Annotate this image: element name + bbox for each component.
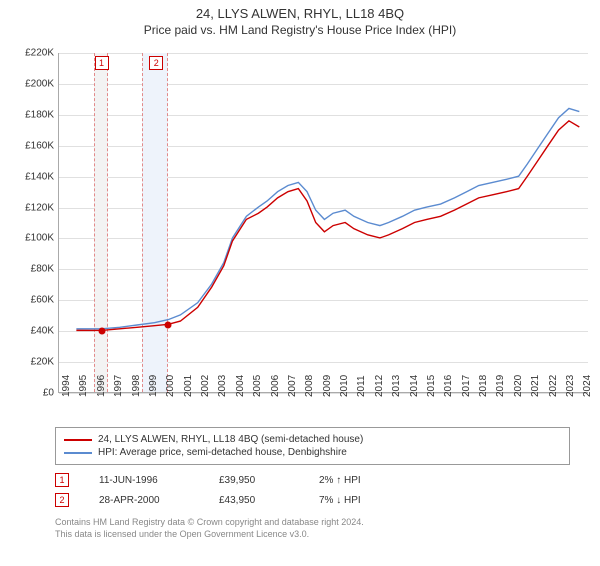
- sale-marker: 1: [55, 473, 69, 487]
- x-axis-label: 2024: [582, 375, 593, 397]
- chart-title: 24, LLYS ALWEN, RHYL, LL18 4BQ: [0, 6, 600, 21]
- legend-label-price: 24, LLYS ALWEN, RHYL, LL18 4BQ (semi-det…: [98, 434, 363, 445]
- x-axis-label: 2002: [200, 375, 211, 397]
- chart-subtitle: Price paid vs. HM Land Registry's House …: [0, 23, 600, 37]
- sale-dot: [165, 322, 172, 329]
- x-axis-label: 2000: [165, 375, 176, 397]
- x-axis-label: 2005: [252, 375, 263, 397]
- x-axis-label: 2018: [478, 375, 489, 397]
- sale-date: 11-JUN-1996: [99, 475, 189, 486]
- plot-area: 12: [58, 53, 588, 393]
- legend-item-price: 24, LLYS ALWEN, RHYL, LL18 4BQ (semi-det…: [64, 434, 561, 445]
- y-axis-label: £180K: [0, 109, 54, 120]
- x-axis-label: 2014: [409, 375, 420, 397]
- x-axis-label: 2007: [287, 375, 298, 397]
- legend: 24, LLYS ALWEN, RHYL, LL18 4BQ (semi-det…: [55, 427, 570, 465]
- x-axis-label: 2008: [304, 375, 315, 397]
- sale-delta: 2% ↑ HPI: [319, 475, 409, 486]
- series-line: [76, 108, 579, 328]
- x-axis-label: 2017: [461, 375, 472, 397]
- x-axis-label: 2023: [565, 375, 576, 397]
- sales-row: 1 11-JUN-1996 £39,950 2% ↑ HPI: [55, 473, 570, 487]
- sales-row: 2 28-APR-2000 £43,950 7% ↓ HPI: [55, 493, 570, 507]
- sale-price: £39,950: [219, 475, 289, 486]
- x-axis-label: 1999: [148, 375, 159, 397]
- y-axis-label: £40K: [0, 326, 54, 337]
- x-axis-label: 2006: [270, 375, 281, 397]
- x-axis-label: 1998: [131, 375, 142, 397]
- x-axis-label: 2021: [530, 375, 541, 397]
- x-axis-label: 1996: [96, 375, 107, 397]
- x-axis-label: 2009: [322, 375, 333, 397]
- x-axis-label: 2012: [374, 375, 385, 397]
- legend-swatch-price: [64, 439, 92, 441]
- footer-line-2: This data is licensed under the Open Gov…: [55, 529, 570, 541]
- sale-marker: 2: [55, 493, 69, 507]
- legend-item-hpi: HPI: Average price, semi-detached house,…: [64, 447, 561, 458]
- sale-price: £43,950: [219, 495, 289, 506]
- series-line: [76, 121, 579, 331]
- sale-delta: 7% ↓ HPI: [319, 495, 409, 506]
- x-axis-label: 2010: [339, 375, 350, 397]
- y-axis-label: £120K: [0, 202, 54, 213]
- x-axis-label: 2011: [356, 375, 367, 397]
- x-axis-label: 2022: [548, 375, 559, 397]
- sale-marker: 2: [149, 56, 163, 70]
- x-axis-label: 2020: [513, 375, 524, 397]
- y-axis-label: £200K: [0, 78, 54, 89]
- x-axis-label: 1995: [78, 375, 89, 397]
- x-axis-label: 2013: [391, 375, 402, 397]
- y-axis-label: £0: [0, 388, 54, 399]
- x-axis-label: 1997: [113, 375, 124, 397]
- x-axis-label: 2001: [183, 375, 194, 397]
- footer-line-1: Contains HM Land Registry data © Crown c…: [55, 517, 570, 529]
- sale-marker: 1: [95, 56, 109, 70]
- chart-area: £0 £20K £40K £60K £80K £100K £120K £140K £160K £1…: [0, 43, 600, 423]
- sale-date: 28-APR-2000: [99, 495, 189, 506]
- x-axis-label: 2004: [235, 375, 246, 397]
- x-axis-label: 2019: [495, 375, 506, 397]
- x-axis-label: 1994: [61, 375, 72, 397]
- x-axis-label: 2003: [217, 375, 228, 397]
- y-axis-label: £20K: [0, 357, 54, 368]
- y-axis-label: £80K: [0, 264, 54, 275]
- legend-swatch-hpi: [64, 452, 92, 454]
- y-axis-label: £140K: [0, 171, 54, 182]
- x-axis-label: 2015: [426, 375, 437, 397]
- y-axis-label: £160K: [0, 140, 54, 151]
- legend-label-hpi: HPI: Average price, semi-detached house,…: [98, 447, 347, 458]
- y-axis-label: £220K: [0, 48, 54, 59]
- y-axis-label: £100K: [0, 233, 54, 244]
- y-axis-label: £60K: [0, 295, 54, 306]
- x-axis-label: 2016: [443, 375, 454, 397]
- footer: Contains HM Land Registry data © Crown c…: [55, 517, 570, 540]
- sale-dot: [98, 328, 105, 335]
- sales-table: 1 11-JUN-1996 £39,950 2% ↑ HPI 2 28-APR-2000 £…: [55, 473, 570, 507]
